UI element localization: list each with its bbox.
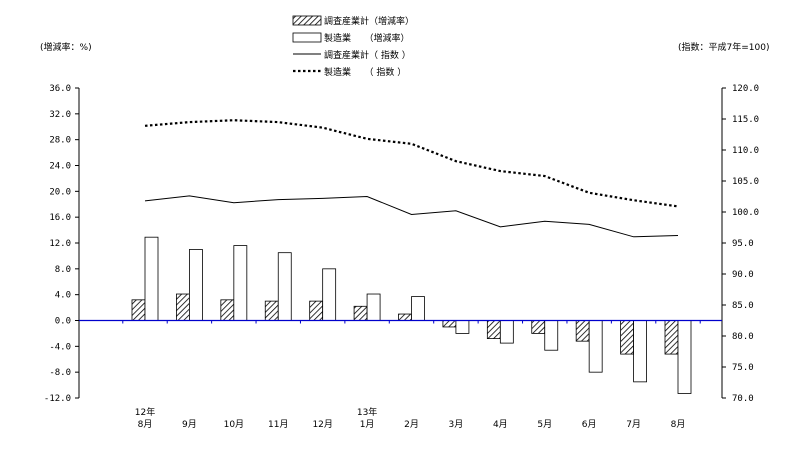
left-tick-label: 12.0 [49,239,71,249]
bar-manufacturing-rate [189,249,203,321]
bar-total-industry-rate [620,320,634,355]
right-tick-label: 90.0 [732,270,754,280]
left-tick-label: 32.0 [49,110,71,120]
legend-item-hatched-bar: 調査産業計（増減率） [292,15,414,27]
category-label: 10月 [224,419,244,430]
right-axis-unit-label: (指数：平成7年=100) [678,41,769,53]
right-tick-label: 120.0 [732,84,759,94]
category-label: 1月 [360,419,375,430]
left-tick-label: 8.0 [55,265,71,275]
category-label: 5月 [537,419,552,430]
lines-layer [144,119,679,238]
legend-label-dotted: 製造業 （ 指数 ） [324,66,406,78]
legend-label-hatched: 調査産業計（増減率） [324,15,414,27]
legend-item-open-bar: 製造業 （増減率） [292,32,410,44]
legend: 調査産業計（増減率） 製造業 （増減率） 調査産業計（ 指数 ） 製造業 （ 指… [292,15,414,78]
right-axis-ticks: 120.0 115.0 110.0 105.0 100.0 95.0 90.0 85.0 80.… [722,84,759,404]
bar-manufacturing-rate [366,293,381,321]
left-tick-label: 36.0 [49,84,71,94]
bar-manufacturing-rate [588,320,603,373]
left-tick-label: 16.0 [49,213,71,223]
bar-manufacturing-rate [455,320,470,334]
left-tick-label: -8.0 [49,368,71,378]
bar-manufacturing-rate [499,320,514,344]
bar-total-industry-rate [531,320,546,334]
bar-manufacturing-rate [233,245,248,321]
bar-total-industry-rate [220,299,235,321]
bar-manufacturing-rate [411,296,425,321]
right-tick-label: 75.0 [732,363,754,373]
right-tick-label: 80.0 [732,332,754,342]
category-label: 12月 [312,419,332,430]
category-label: 6月 [582,419,597,430]
right-tick-label: 95.0 [732,239,754,249]
year-label: 12年 [135,406,155,418]
right-tick-label: 115.0 [732,115,759,125]
legend-label-open: 製造業 （増減率） [324,32,410,44]
legend-swatch-open [292,32,322,43]
bar-total-industry-rate [442,320,457,328]
bar-total-industry-rate [575,320,590,342]
bar-manufacturing-rate [322,268,337,321]
bar-total-industry-rate [176,293,190,321]
right-tick-label: 70.0 [732,394,754,404]
left-axis-unit-label: (増減率：%) [40,41,92,53]
bar-total-industry-rate [664,320,679,355]
category-label: 9月 [182,419,197,430]
line-total-industry-index [144,195,679,238]
bar-manufacturing-rate [677,320,692,394]
bar-total-industry-rate [353,305,368,321]
bar-manufacturing-rate [544,320,559,351]
left-tick-label: 28.0 [49,136,71,146]
year-label: 13年 [357,406,377,418]
category-label: 4月 [493,419,508,430]
bar-manufacturing-rate [277,252,292,321]
right-tick-label: 110.0 [732,146,759,156]
category-label: 3月 [449,419,464,430]
category-label: 7月 [626,419,641,430]
legend-item-dotted-line: 製造業 （ 指数 ） [293,66,406,78]
left-tick-label: 20.0 [49,187,71,197]
category-label: 8月 [671,419,686,430]
bar-total-industry-rate [398,313,412,321]
bar-total-industry-rate [309,300,324,321]
line-manufacturing-index [144,119,679,208]
left-axis-ticks: 36.0 32.0 28.0 24.0 20.0 16.0 12.0 8.0 4.0 0.0 -4.… [44,84,79,404]
left-tick-label: -12.0 [44,394,71,404]
legend-item-solid-line: 調査産業計（ 指数 ） [293,49,411,61]
left-tick-label: 0.0 [55,317,71,327]
left-tick-label: 24.0 [49,162,71,172]
right-tick-label: 100.0 [732,208,759,218]
right-tick-label: 105.0 [732,177,759,187]
legend-label-solid: 調査産業計（ 指数 ） [324,49,411,61]
right-tick-label: 85.0 [732,301,754,311]
bar-manufacturing-rate [633,320,647,383]
legend-swatch-hatched [292,15,322,26]
category-label: 8月 [138,419,153,430]
left-tick-label: -4.0 [49,342,71,352]
category-label: 11月 [268,419,288,430]
left-tick-label: 4.0 [55,291,71,301]
bar-total-industry-rate [264,300,279,321]
bar-total-industry-rate [131,299,146,321]
category-label: 2月 [404,419,419,430]
bar-manufacturing-rate [144,236,159,321]
bar-total-industry-rate [486,320,501,339]
bars-layer [122,236,701,394]
